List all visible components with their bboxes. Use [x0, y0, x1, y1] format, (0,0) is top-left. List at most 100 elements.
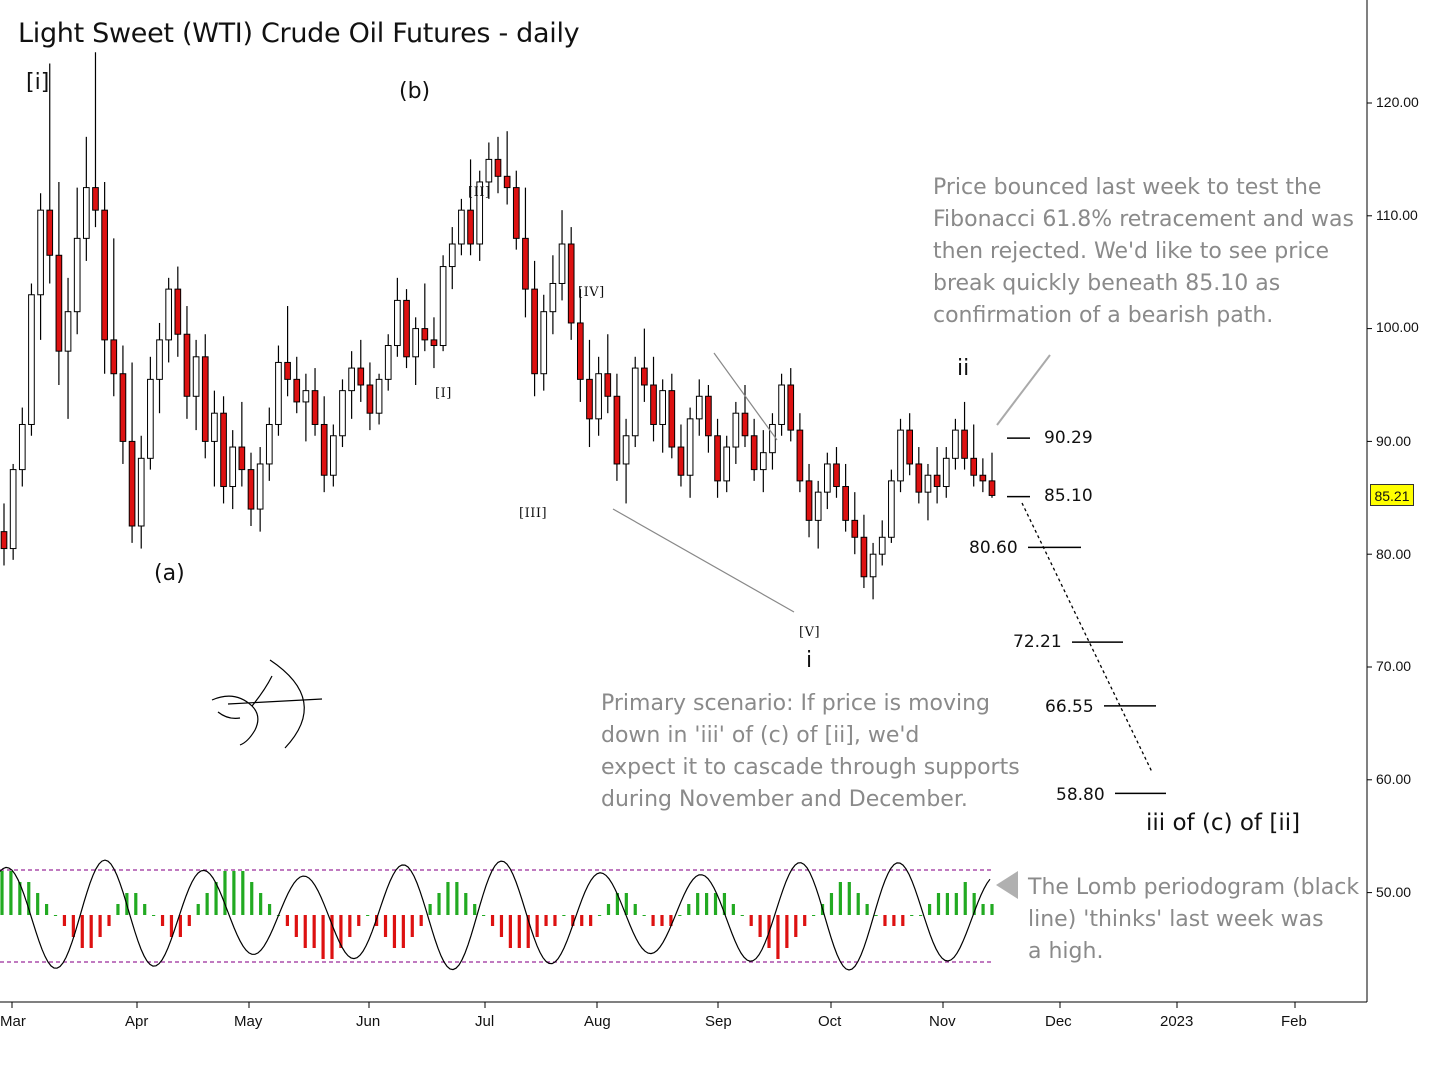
wave-label-b: (b)	[399, 79, 431, 104]
histogram-bar-positive	[731, 904, 735, 915]
histogram-bar-negative	[776, 915, 780, 959]
candle-up	[64, 311, 72, 352]
candle-down	[933, 474, 941, 488]
histogram-bar-negative	[660, 915, 664, 926]
histogram-bar-negative	[107, 915, 111, 926]
histogram-bar-positive	[53, 915, 58, 916]
candle-up	[723, 446, 731, 482]
histogram-bar-negative	[312, 915, 316, 948]
y-tick-label: 60.00	[1376, 771, 1412, 787]
candle-down	[979, 474, 987, 482]
candle-up	[73, 237, 81, 313]
level-label-58-80: 58.80	[1056, 785, 1105, 805]
histogram-bar-positive	[696, 893, 700, 915]
histogram-bar-positive	[910, 915, 914, 916]
candle-down	[915, 463, 923, 493]
candle-down	[55, 254, 63, 352]
candle-down	[357, 367, 365, 386]
level-label-85-10: 85.10	[1044, 486, 1093, 506]
histogram-bar-positive	[936, 893, 941, 915]
candle-up	[659, 390, 667, 425]
note-middle-line: down in 'iii' of (c) of [ii], we'd	[601, 723, 920, 748]
histogram-bar-negative	[892, 915, 896, 926]
note-top-line: Price bounced last week to test the	[933, 175, 1322, 200]
histogram-bar-negative	[303, 915, 307, 948]
candle-down	[220, 412, 227, 488]
histogram-bar-negative	[544, 915, 548, 926]
histogram-bar-positive	[366, 915, 370, 916]
lomb-periodogram-line	[0, 859, 991, 971]
chart-title: Light Sweet (WTI) Crude Oil Futures - da…	[18, 18, 580, 49]
histogram-bar-positive	[437, 893, 441, 915]
candle-up	[275, 361, 282, 425]
histogram-bar-positive	[963, 882, 967, 915]
y-tick-label: 110.00	[1376, 207, 1418, 223]
candle-down	[101, 209, 108, 341]
x-tick-label: Nov	[929, 1013, 956, 1030]
candle-down	[421, 328, 429, 341]
histogram-bar-negative	[294, 915, 298, 937]
histogram-bar-negative	[160, 915, 165, 926]
histogram-bar-positive	[927, 904, 932, 915]
histogram-bar-negative	[758, 915, 762, 937]
candle-up	[28, 294, 35, 425]
candle-up	[302, 390, 310, 403]
candle-down	[668, 390, 676, 448]
y-tick-label: 80.00	[1376, 546, 1412, 562]
left-arrow-icon	[996, 871, 1018, 899]
histogram-bar-positive	[945, 893, 950, 915]
histogram-bar-positive	[232, 871, 236, 915]
note-bottom-line: The Lomb periodogram (black	[1028, 875, 1360, 900]
candle-down	[201, 356, 209, 442]
histogram-bar-positive	[981, 904, 985, 915]
histogram-bar-negative	[187, 915, 191, 926]
note-top-line: confirmation of a bearish path.	[933, 303, 1274, 328]
candle-up	[192, 356, 200, 397]
candle-down	[677, 446, 685, 476]
histogram-bar-positive	[205, 893, 209, 915]
candle-up	[384, 345, 392, 380]
candle-up	[823, 463, 831, 493]
histogram-bar-negative	[517, 915, 521, 948]
candle-up	[558, 243, 566, 284]
candle-down	[714, 435, 721, 482]
candle-up	[952, 429, 959, 459]
candle-up	[924, 474, 932, 493]
x-tick-label: Mar	[0, 1013, 26, 1030]
histogram-bar-positive	[847, 882, 851, 915]
candle-down	[110, 339, 118, 375]
candle-down	[961, 429, 968, 459]
candle-up	[256, 463, 264, 510]
candle-down	[796, 429, 804, 482]
histogram-bar-positive	[865, 904, 869, 915]
histogram-bar-positive	[134, 893, 138, 915]
candle-up	[732, 412, 740, 448]
level-label-66-55: 66.55	[1045, 697, 1094, 717]
histogram-bar-positive	[919, 915, 923, 916]
histogram-bar-negative	[419, 915, 423, 926]
histogram-bar-positive	[143, 904, 147, 915]
histogram-bar-negative	[526, 915, 530, 948]
candle-up	[897, 429, 904, 482]
histogram-bar-positive	[812, 915, 816, 916]
x-tick-label: Jul	[475, 1013, 495, 1030]
wave-label-II: [II]	[468, 185, 491, 200]
note-middle: Primary scenario: If price is moving dow…	[601, 688, 1020, 816]
candle-down	[311, 390, 319, 425]
candle-up	[137, 457, 145, 527]
histogram-bar-positive	[606, 904, 611, 915]
candle-up	[759, 452, 767, 471]
candle-down	[494, 158, 502, 177]
candle-down	[860, 536, 868, 578]
candle-down	[906, 429, 914, 465]
candle-down	[0, 531, 8, 550]
histogram-bar-positive	[633, 904, 637, 915]
histogram-bar-positive	[615, 893, 620, 915]
note-bottom-line: a high.	[1028, 939, 1104, 964]
x-tick-label: Feb	[1281, 1013, 1307, 1030]
candle-down	[567, 243, 575, 324]
candle-up	[147, 378, 154, 459]
histogram-bar-negative	[785, 915, 789, 948]
histogram-bar-positive	[722, 893, 727, 915]
